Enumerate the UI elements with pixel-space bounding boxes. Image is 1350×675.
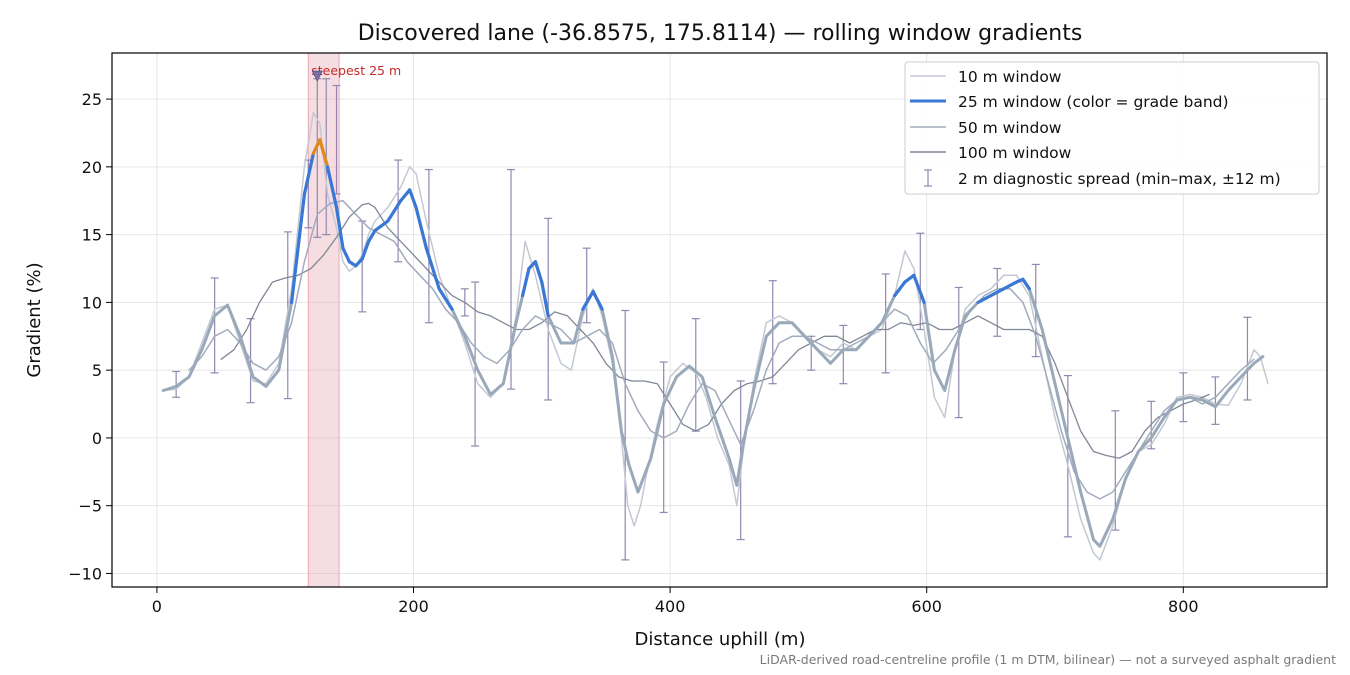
series-lines xyxy=(161,111,1269,561)
series-25m-band-segment xyxy=(581,289,595,311)
legend-label-10m: 10 m window xyxy=(958,68,1062,86)
x-tick-label: 800 xyxy=(1168,597,1199,616)
steepest-25m-band xyxy=(307,52,340,588)
series-100m-line xyxy=(220,202,1210,459)
y-tick-label: −5 xyxy=(78,497,102,516)
series-25m-band-segment xyxy=(360,239,371,261)
series-25m-band-segment xyxy=(540,280,550,318)
series-25m-band-segment xyxy=(302,151,316,196)
legend-swatch-spread xyxy=(924,169,932,187)
series-25m-band-segment xyxy=(893,280,907,298)
series-25m-band-segment xyxy=(290,192,307,304)
legend-label-100m: 100 m window xyxy=(958,144,1072,162)
steepest-label: steepest 25 m xyxy=(311,63,401,78)
series-50m-line xyxy=(188,199,1255,500)
series-25m-band-segment xyxy=(334,205,345,250)
series-25m-band-segment xyxy=(414,205,428,250)
diagnostic-spread-series xyxy=(172,78,1252,561)
series-25m-band-segment xyxy=(976,294,993,304)
y-axis-label: Gradient (%) xyxy=(24,262,45,377)
series-25m-band-segment xyxy=(311,138,322,155)
y-tick-label: −10 xyxy=(68,564,102,583)
series-25m-band-segment xyxy=(1021,277,1031,291)
x-tick-label: 400 xyxy=(655,597,686,616)
plot-frame xyxy=(111,52,1328,588)
y-tick-label: 10 xyxy=(82,293,102,312)
series-10m-line xyxy=(162,111,1269,561)
series-25m-band-segment xyxy=(341,246,351,264)
legend-label-50m: 50 m window xyxy=(958,119,1062,137)
series-25m-band-segment xyxy=(408,188,418,210)
series-25m-band-segment xyxy=(989,287,1006,298)
series-25m-band-segment xyxy=(437,287,454,311)
series-25m-band-segment xyxy=(1002,280,1019,291)
legend-box xyxy=(904,61,1320,195)
series-25m-band-segment xyxy=(903,273,916,284)
x-tick-label: 200 xyxy=(398,597,429,616)
x-axis-label: Distance uphill (m) xyxy=(635,629,806,650)
series-25m-band-segment xyxy=(399,188,412,203)
x-tick-label: 600 xyxy=(911,597,942,616)
legend-label-25m: 25 m window (color = grade band) xyxy=(958,93,1229,111)
axis-ticks: 0 200 400 600 800 −10 −5 0 5 10 15 20 25 xyxy=(68,90,1198,616)
y-tick-label: 20 xyxy=(82,158,102,177)
series-25m-band-segment xyxy=(912,273,926,304)
series-25m-band-segment xyxy=(373,219,390,233)
series-25m-band-segment xyxy=(318,138,330,169)
legend-label-spread: 2 m diagnostic spread (min–max, ±12 m) xyxy=(958,170,1281,188)
y-tick-label: 5 xyxy=(92,361,102,380)
legend: 10 m window 25 m window (color = grade b… xyxy=(904,61,1320,195)
y-tick-label: 15 xyxy=(82,226,102,245)
series-25m-band-segment xyxy=(520,266,531,298)
steepest-band: steepest 25 m xyxy=(307,52,401,588)
series-25m-band-segment xyxy=(366,228,377,243)
y-tick-label: 0 xyxy=(92,429,102,448)
series-25m-band-segment xyxy=(325,165,339,210)
series-25m-band-segment xyxy=(424,246,441,291)
series-25m-band-segment xyxy=(533,260,544,284)
series-25m-band-segment xyxy=(386,199,403,223)
y-tick-label: 25 xyxy=(82,90,102,109)
steepest-marker xyxy=(311,70,323,82)
series-25m-band-segment xyxy=(591,289,604,311)
steepest-marker-triangle xyxy=(311,70,323,82)
chart-title: Discovered lane (-36.8575, 175.8114) — r… xyxy=(358,21,1083,46)
footnote: LiDAR-derived road-centreline profile (1… xyxy=(760,652,1336,667)
x-tick-label: 0 xyxy=(152,597,162,616)
